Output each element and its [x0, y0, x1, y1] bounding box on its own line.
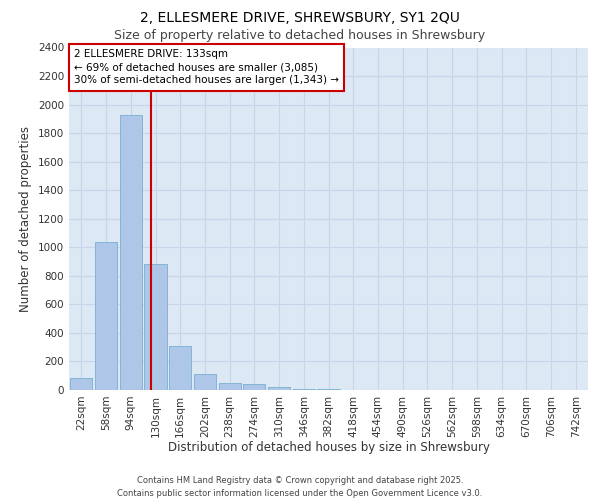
Bar — [317, 388, 340, 390]
Bar — [194, 374, 216, 390]
Text: Contains HM Land Registry data © Crown copyright and database right 2025.
Contai: Contains HM Land Registry data © Crown c… — [118, 476, 482, 498]
Bar — [293, 388, 315, 390]
Text: 2 ELLESMERE DRIVE: 133sqm
← 69% of detached houses are smaller (3,085)
30% of se: 2 ELLESMERE DRIVE: 133sqm ← 69% of detac… — [74, 49, 339, 86]
Bar — [218, 382, 241, 390]
Bar — [119, 114, 142, 390]
Bar — [70, 378, 92, 390]
Text: Size of property relative to detached houses in Shrewsbury: Size of property relative to detached ho… — [115, 29, 485, 42]
Bar — [243, 384, 265, 390]
Bar — [145, 264, 167, 390]
Y-axis label: Number of detached properties: Number of detached properties — [19, 126, 32, 312]
Bar — [95, 242, 117, 390]
Bar — [169, 346, 191, 390]
Text: 2, ELLESMERE DRIVE, SHREWSBURY, SY1 2QU: 2, ELLESMERE DRIVE, SHREWSBURY, SY1 2QU — [140, 12, 460, 26]
Bar — [268, 387, 290, 390]
X-axis label: Distribution of detached houses by size in Shrewsbury: Distribution of detached houses by size … — [167, 441, 490, 454]
